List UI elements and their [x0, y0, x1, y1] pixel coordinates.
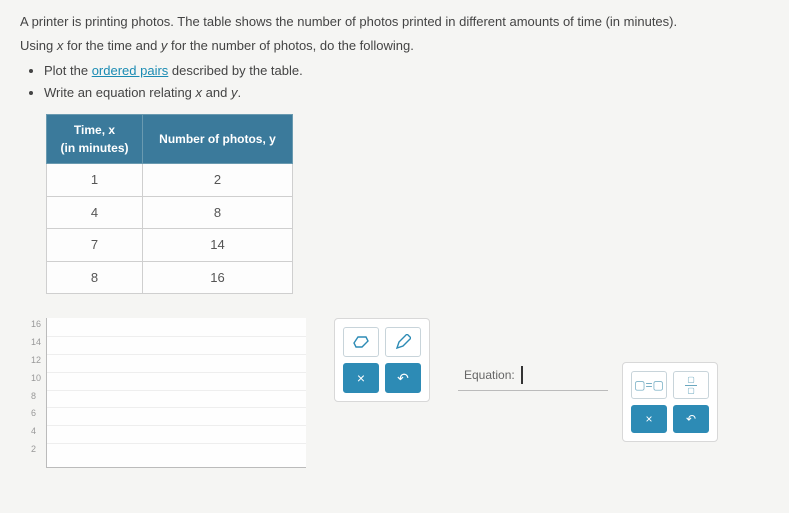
- y-tick: 6: [31, 407, 36, 421]
- equation-template-button[interactable]: ▢=▢: [631, 371, 667, 399]
- undo-equation-button[interactable]: ↶: [673, 405, 709, 433]
- table-row: 714: [47, 229, 293, 262]
- y-tick: 12: [31, 354, 41, 368]
- table-row: 48: [47, 196, 293, 229]
- eraser-tool-button[interactable]: [343, 327, 379, 357]
- close-icon: ×: [645, 410, 652, 428]
- fraction-icon: ▢▢: [685, 376, 697, 395]
- pencil-icon: [395, 334, 411, 350]
- text-cursor-icon: [521, 366, 523, 384]
- ordered-pairs-link[interactable]: ordered pairs: [92, 63, 169, 78]
- y-tick: 8: [31, 390, 36, 404]
- y-tick: 4: [31, 425, 36, 439]
- graph-toolbox: × ↶: [334, 318, 430, 402]
- close-icon: ×: [357, 368, 365, 389]
- undo-icon: ↶: [686, 410, 696, 428]
- undo-icon: ↶: [397, 368, 409, 389]
- y-tick: 10: [31, 372, 41, 386]
- col-header-photos: Number of photos, y: [143, 115, 293, 164]
- table-row: 816: [47, 261, 293, 294]
- y-tick: 2: [31, 443, 36, 457]
- task-list: Plot the ordered pairs described by the …: [44, 61, 769, 102]
- clear-graph-button[interactable]: ×: [343, 363, 379, 393]
- task-plot: Plot the ordered pairs described by the …: [44, 61, 769, 81]
- fraction-template-button[interactable]: ▢▢: [673, 371, 709, 399]
- clear-equation-button[interactable]: ×: [631, 405, 667, 433]
- task-equation: Write an equation relating x and y.: [44, 83, 769, 103]
- pencil-tool-button[interactable]: [385, 327, 421, 357]
- eraser-icon: [352, 335, 370, 349]
- equals-template-icon: ▢=▢: [634, 376, 664, 394]
- equation-label: Equation:: [464, 366, 515, 384]
- table-row: 12: [47, 164, 293, 197]
- col-header-time: Time, x (in minutes): [47, 115, 143, 164]
- y-tick: 14: [31, 336, 41, 350]
- problem-statement: A printer is printing photos. The table …: [20, 12, 769, 102]
- graph-plot-area[interactable]: 16 14 12 10 8 6 4 2: [46, 318, 306, 468]
- undo-graph-button[interactable]: ↶: [385, 363, 421, 393]
- problem-line-1: A printer is printing photos. The table …: [20, 14, 677, 29]
- y-tick: 16: [31, 318, 41, 332]
- data-table: Time, x (in minutes) Number of photos, y…: [46, 114, 293, 294]
- equation-input[interactable]: Equation:: [458, 362, 608, 391]
- equation-toolbox: ▢=▢ ▢▢ × ↶: [622, 362, 718, 442]
